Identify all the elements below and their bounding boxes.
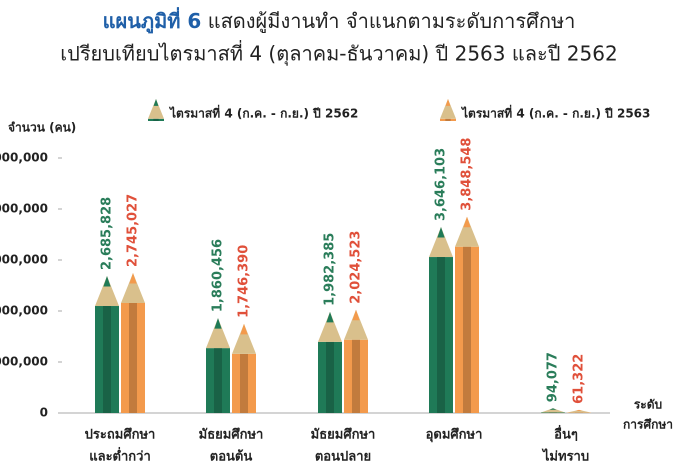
value-label: 2,024,523 (349, 231, 364, 304)
legend-label: ไตรมาสที่ 4 (ก.ค. - ก.ย.) ปี 2563 (460, 105, 650, 121)
pencil-stripe (326, 341, 334, 413)
value-label: 1,860,456 (211, 239, 226, 312)
pencil-lead (240, 323, 248, 335)
pencil-stripe (437, 257, 445, 413)
pencil-wood (95, 276, 119, 307)
bar (429, 227, 453, 413)
y-tick-label: 1,000,000 (0, 355, 48, 369)
pencil-stripe (445, 118, 451, 121)
pencil-wood (541, 408, 565, 413)
x-tick-label: ไม่ทราบ (541, 448, 589, 465)
y-tick-label: 4,000,000 (0, 202, 48, 216)
value-label: 2,745,027 (126, 194, 141, 267)
bar (344, 309, 368, 413)
pencil-wood (567, 409, 591, 413)
chart-title: แผนภูมิที่ 6 (103, 6, 202, 35)
pencil-lead (153, 99, 159, 106)
value-label: 94,077 (546, 352, 561, 402)
pencil-wood (206, 318, 230, 349)
bar (455, 216, 479, 413)
pencil-wood (121, 273, 145, 304)
chart-title-rest: แสดงผู้มีงานทำ จำแนกตามระดับการศึกษา (208, 9, 576, 34)
value-label: 61,322 (572, 354, 587, 404)
y-axis-label: จำนวน (คน) (8, 121, 76, 135)
pencil-wood (344, 309, 368, 340)
bar (567, 409, 591, 413)
bar (318, 311, 342, 413)
x-axis-label: การศึกษา (623, 418, 673, 432)
chart-subtitle: เปรียบเทียบไตรมาสที่ 4 (ตุลาคม-ธันวาคม) … (60, 40, 617, 67)
bar (232, 323, 256, 413)
pencil-lead (326, 311, 334, 323)
pencil-stripe (352, 339, 360, 413)
pencil-lead (214, 318, 222, 329)
bar (541, 408, 565, 413)
x-tick-label: ตอนต้น (210, 449, 253, 465)
pencil-lead (445, 99, 451, 106)
pencil-wood (232, 323, 256, 354)
y-tick-label: 0 (40, 406, 48, 420)
pencil-stripe (129, 303, 137, 413)
x-tick-label: อื่นๆ (554, 425, 578, 443)
value-label: 1,746,390 (237, 245, 252, 318)
pencil-stripe (214, 348, 222, 413)
pencil-lead (549, 408, 557, 410)
value-label: 1,982,385 (323, 233, 338, 306)
pencil-wood (318, 311, 342, 342)
x-tick-label: ตอนปลาย (315, 450, 371, 465)
pencil-lead (129, 273, 137, 284)
pencil-stripe (153, 118, 159, 121)
x-tick-label: มัธยมศึกษา (311, 427, 376, 443)
x-tick-label: มัธยมศึกษา (199, 427, 264, 443)
value-label: 3,848,548 (460, 138, 475, 211)
pencil-stripe (463, 246, 471, 413)
pencil-lead (352, 309, 360, 321)
pencil-lead (437, 227, 445, 238)
bar (95, 276, 119, 413)
pencil-lead (103, 276, 111, 287)
pencil-stripe (240, 353, 248, 413)
pencil-wood (148, 99, 164, 119)
y-tick-label: 5,000,000 (0, 151, 48, 165)
pencil-lead (463, 216, 471, 228)
x-axis-label: ระดับ (634, 398, 662, 412)
bar (206, 318, 230, 413)
x-tick-label: และต่ำกว่า (89, 447, 151, 465)
value-label: 2,685,828 (100, 197, 115, 270)
legend-label: ไตรมาสที่ 4 (ก.ค. - ก.ย.) ปี 2562 (168, 105, 358, 121)
value-label: 3,646,103 (434, 148, 449, 221)
x-tick-label: ประถมศึกษา (85, 427, 156, 443)
legend-icon (148, 99, 164, 121)
pencil-stripe (103, 306, 111, 413)
y-tick-label: 3,000,000 (0, 253, 48, 267)
bar (121, 273, 145, 413)
pencil-wood (455, 216, 479, 247)
pencil-lead (575, 409, 583, 411)
chart-title-line: แผนภูมิที่ 6 แสดงผู้มีงานทำ จำแนกตามระดั… (103, 6, 576, 35)
pencil-wood (429, 227, 453, 258)
x-tick-label: อุดมศึกษา (426, 427, 483, 443)
pencil-wood (440, 99, 456, 119)
legend-icon (440, 99, 456, 121)
y-tick-label: 2,000,000 (0, 304, 48, 318)
